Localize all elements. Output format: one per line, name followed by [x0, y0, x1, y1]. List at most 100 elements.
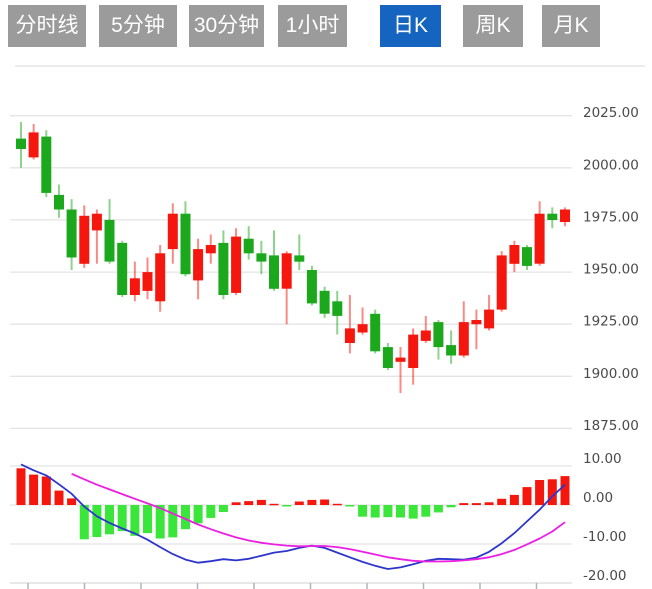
tab-timeframe-6[interactable]: 月K: [542, 5, 600, 47]
timeframe-tabbar: 分时线 5分钟 30分钟 1小时 日K 周K 月K: [0, 0, 652, 50]
macd-bar-25: [332, 503, 342, 506]
price-axis-labels: 2025.00 2000.00 1975.00 1950.00 1925.00 1900.…: [583, 105, 639, 434]
macd-bar-19: [256, 499, 266, 505]
candle-24: [319, 286, 330, 318]
candle-40: [522, 245, 532, 270]
candle-30: [395, 347, 406, 393]
macd-bar-16: [218, 505, 228, 512]
macd-bar-21: [282, 505, 292, 507]
candle-42: [547, 207, 558, 229]
macd-bar-22: [294, 501, 304, 505]
candle-32: [420, 315, 431, 343]
candle-13: [180, 201, 191, 277]
macd-bar-4: [67, 498, 77, 505]
macd-bar-29: [383, 505, 393, 518]
price-axis-label: 1950.00: [583, 262, 639, 278]
macd-bar-43: [560, 476, 570, 505]
macd-bar-28: [370, 505, 380, 518]
candle-39: [509, 240, 520, 273]
macd-bar-10: [143, 505, 152, 534]
macd-bar-34: [446, 505, 456, 508]
macd-bar-14: [193, 505, 203, 524]
macd-bar-7: [105, 505, 114, 535]
candle-5: [79, 205, 90, 268]
macd-bar-38: [497, 498, 507, 505]
candle-3: [54, 184, 64, 218]
candle-37: [484, 295, 495, 331]
macd-bar-8: [117, 505, 127, 532]
candle-16: [218, 230, 229, 300]
macd-bar-36: [471, 503, 481, 505]
macd-bar-9: [130, 505, 140, 536]
candle-11: [155, 245, 166, 312]
candle-41: [534, 201, 545, 266]
macd-bar-33: [433, 505, 443, 513]
price-axis-label: 1925.00: [583, 314, 639, 330]
candle-2: [41, 130, 52, 197]
macd-bar-39: [509, 494, 519, 505]
macd-bar-41: [535, 480, 545, 505]
candle-4: [66, 199, 77, 270]
tab-timeframe-0[interactable]: 分时线: [8, 5, 86, 47]
candle-43: [560, 207, 570, 227]
daily-candles: [16, 122, 570, 393]
candle-12: [167, 203, 178, 264]
macd-bar-0: [16, 468, 26, 505]
candle-31: [408, 328, 419, 385]
macd-axis-label: -20.00: [583, 568, 627, 584]
candle-10: [142, 257, 153, 300]
macd-bar-17: [231, 502, 241, 505]
macd-bar-35: [459, 503, 469, 505]
candle-23: [306, 265, 317, 306]
price-axis-label: 2025.00: [583, 105, 639, 121]
macd-bar-12: [168, 505, 178, 538]
macd-bar-2: [41, 476, 51, 505]
tab-timeframe-5[interactable]: 周K: [463, 5, 523, 47]
candle-33: [433, 320, 444, 360]
candle-35: [458, 301, 469, 358]
macd-bar-3: [54, 490, 64, 505]
candle-1: [28, 124, 39, 160]
tab-timeframe-2[interactable]: 30分钟: [189, 5, 264, 47]
candle-38: [496, 251, 507, 312]
macd-bar-23: [307, 499, 317, 505]
macd-bar-18: [244, 501, 254, 505]
candle-9: [129, 261, 140, 302]
macd-bar-13: [181, 505, 190, 530]
macd-bar-37: [484, 502, 494, 505]
price-axis-label: 1900.00: [583, 366, 639, 382]
macd-bar-5: [79, 505, 89, 540]
macd-axis-label: -10.00: [583, 529, 627, 545]
macd-bar-40: [522, 487, 532, 505]
macd-bar-30: [396, 505, 405, 518]
macd-bar-6: [92, 505, 102, 537]
candle-29: [382, 343, 393, 371]
macd-bar-42: [547, 479, 557, 505]
price-axis-label: 2000.00: [583, 157, 639, 173]
tab-timeframe-3[interactable]: 1小时: [278, 5, 347, 47]
candle-7: [104, 199, 115, 264]
candle-28: [370, 309, 381, 354]
candle-17: [231, 228, 242, 295]
candle-0: [16, 122, 26, 168]
candle-15: [205, 234, 216, 264]
price-axis-label: 1975.00: [583, 209, 639, 225]
macd-bar-31: [408, 505, 418, 519]
macd-dif-line: [20, 463, 566, 570]
candle-21: [281, 251, 292, 325]
macd-bar-11: [155, 505, 165, 539]
candle-26: [344, 295, 355, 354]
candle-20: [269, 230, 279, 291]
x-axis-ticks: [27, 583, 538, 589]
macd-bar-27: [358, 505, 368, 517]
candle-18: [243, 226, 254, 260]
tab-timeframe-1[interactable]: 5分钟: [99, 5, 177, 47]
candle-6: [91, 209, 102, 264]
candle-27: [357, 307, 368, 335]
tab-timeframe-4[interactable]: 日K: [380, 5, 441, 47]
macd-axis-label: 10.00: [583, 451, 622, 467]
macd-bar-15: [206, 505, 216, 518]
candle-34: [446, 330, 457, 364]
